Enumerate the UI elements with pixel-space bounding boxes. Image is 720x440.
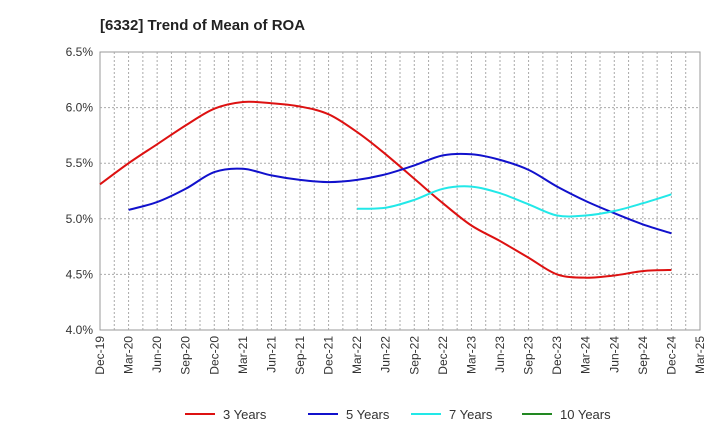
x-tick-label: Mar-24 xyxy=(579,336,593,374)
chart-title: [6332] Trend of Mean of ROA xyxy=(100,17,305,34)
legend-label-7-years: 7 Years xyxy=(449,407,493,422)
x-tick-label: Mar-22 xyxy=(350,336,364,374)
series-line-3-years xyxy=(99,100,672,279)
x-tick-label: Mar-25 xyxy=(693,336,707,374)
x-tick-label: Jun-23 xyxy=(493,336,507,373)
y-tick-label: 6.0% xyxy=(66,101,94,115)
y-tick-label: 5.5% xyxy=(66,156,94,170)
x-tick-label: Mar-21 xyxy=(236,336,250,374)
x-tick-label: Jun-24 xyxy=(607,336,621,373)
y-axis-ticks: 4.0% 4.5% 5.0% 5.5% 6.0% 6.5% xyxy=(66,45,94,337)
x-tick-label: Dec-19 xyxy=(93,336,107,375)
x-tick-label: Jun-22 xyxy=(379,336,393,373)
series-line-5-years xyxy=(128,152,672,235)
x-tick-label: Mar-23 xyxy=(464,336,478,374)
x-tick-label: Dec-24 xyxy=(664,336,678,375)
legend-label-3-years: 3 Years xyxy=(223,407,267,422)
x-tick-label: Sep-21 xyxy=(293,336,307,375)
legend: 3 Years 5 Years 7 Years 10 Years xyxy=(185,407,611,422)
x-tick-label: Sep-22 xyxy=(407,336,421,375)
x-tick-label: Sep-23 xyxy=(522,336,536,375)
y-tick-label: 6.5% xyxy=(66,45,94,59)
x-tick-label: Sep-24 xyxy=(636,336,650,375)
x-tick-label: Mar-20 xyxy=(122,336,136,374)
x-tick-label: Dec-20 xyxy=(207,336,221,375)
series-line-7-years xyxy=(357,185,672,218)
series-lines xyxy=(99,100,672,279)
x-tick-label: Dec-21 xyxy=(322,336,336,375)
x-tick-label: Sep-20 xyxy=(179,336,193,375)
x-tick-label: Jun-20 xyxy=(150,336,164,373)
legend-label-5-years: 5 Years xyxy=(346,407,390,422)
legend-label-10-years: 10 Years xyxy=(560,407,611,422)
y-tick-label: 5.0% xyxy=(66,212,94,226)
y-tick-label: 4.5% xyxy=(66,267,94,281)
gridlines xyxy=(100,52,700,330)
y-tick-label: 4.0% xyxy=(66,323,94,337)
plot-area xyxy=(99,51,701,331)
x-tick-label: Dec-22 xyxy=(436,336,450,375)
x-tick-label: Jun-21 xyxy=(264,336,278,373)
x-tick-label: Dec-23 xyxy=(550,336,564,375)
x-axis-ticks: Dec-19 Mar-20 Jun-20 Sep-20 Dec-20 Mar-21 Jun-… xyxy=(93,336,707,375)
